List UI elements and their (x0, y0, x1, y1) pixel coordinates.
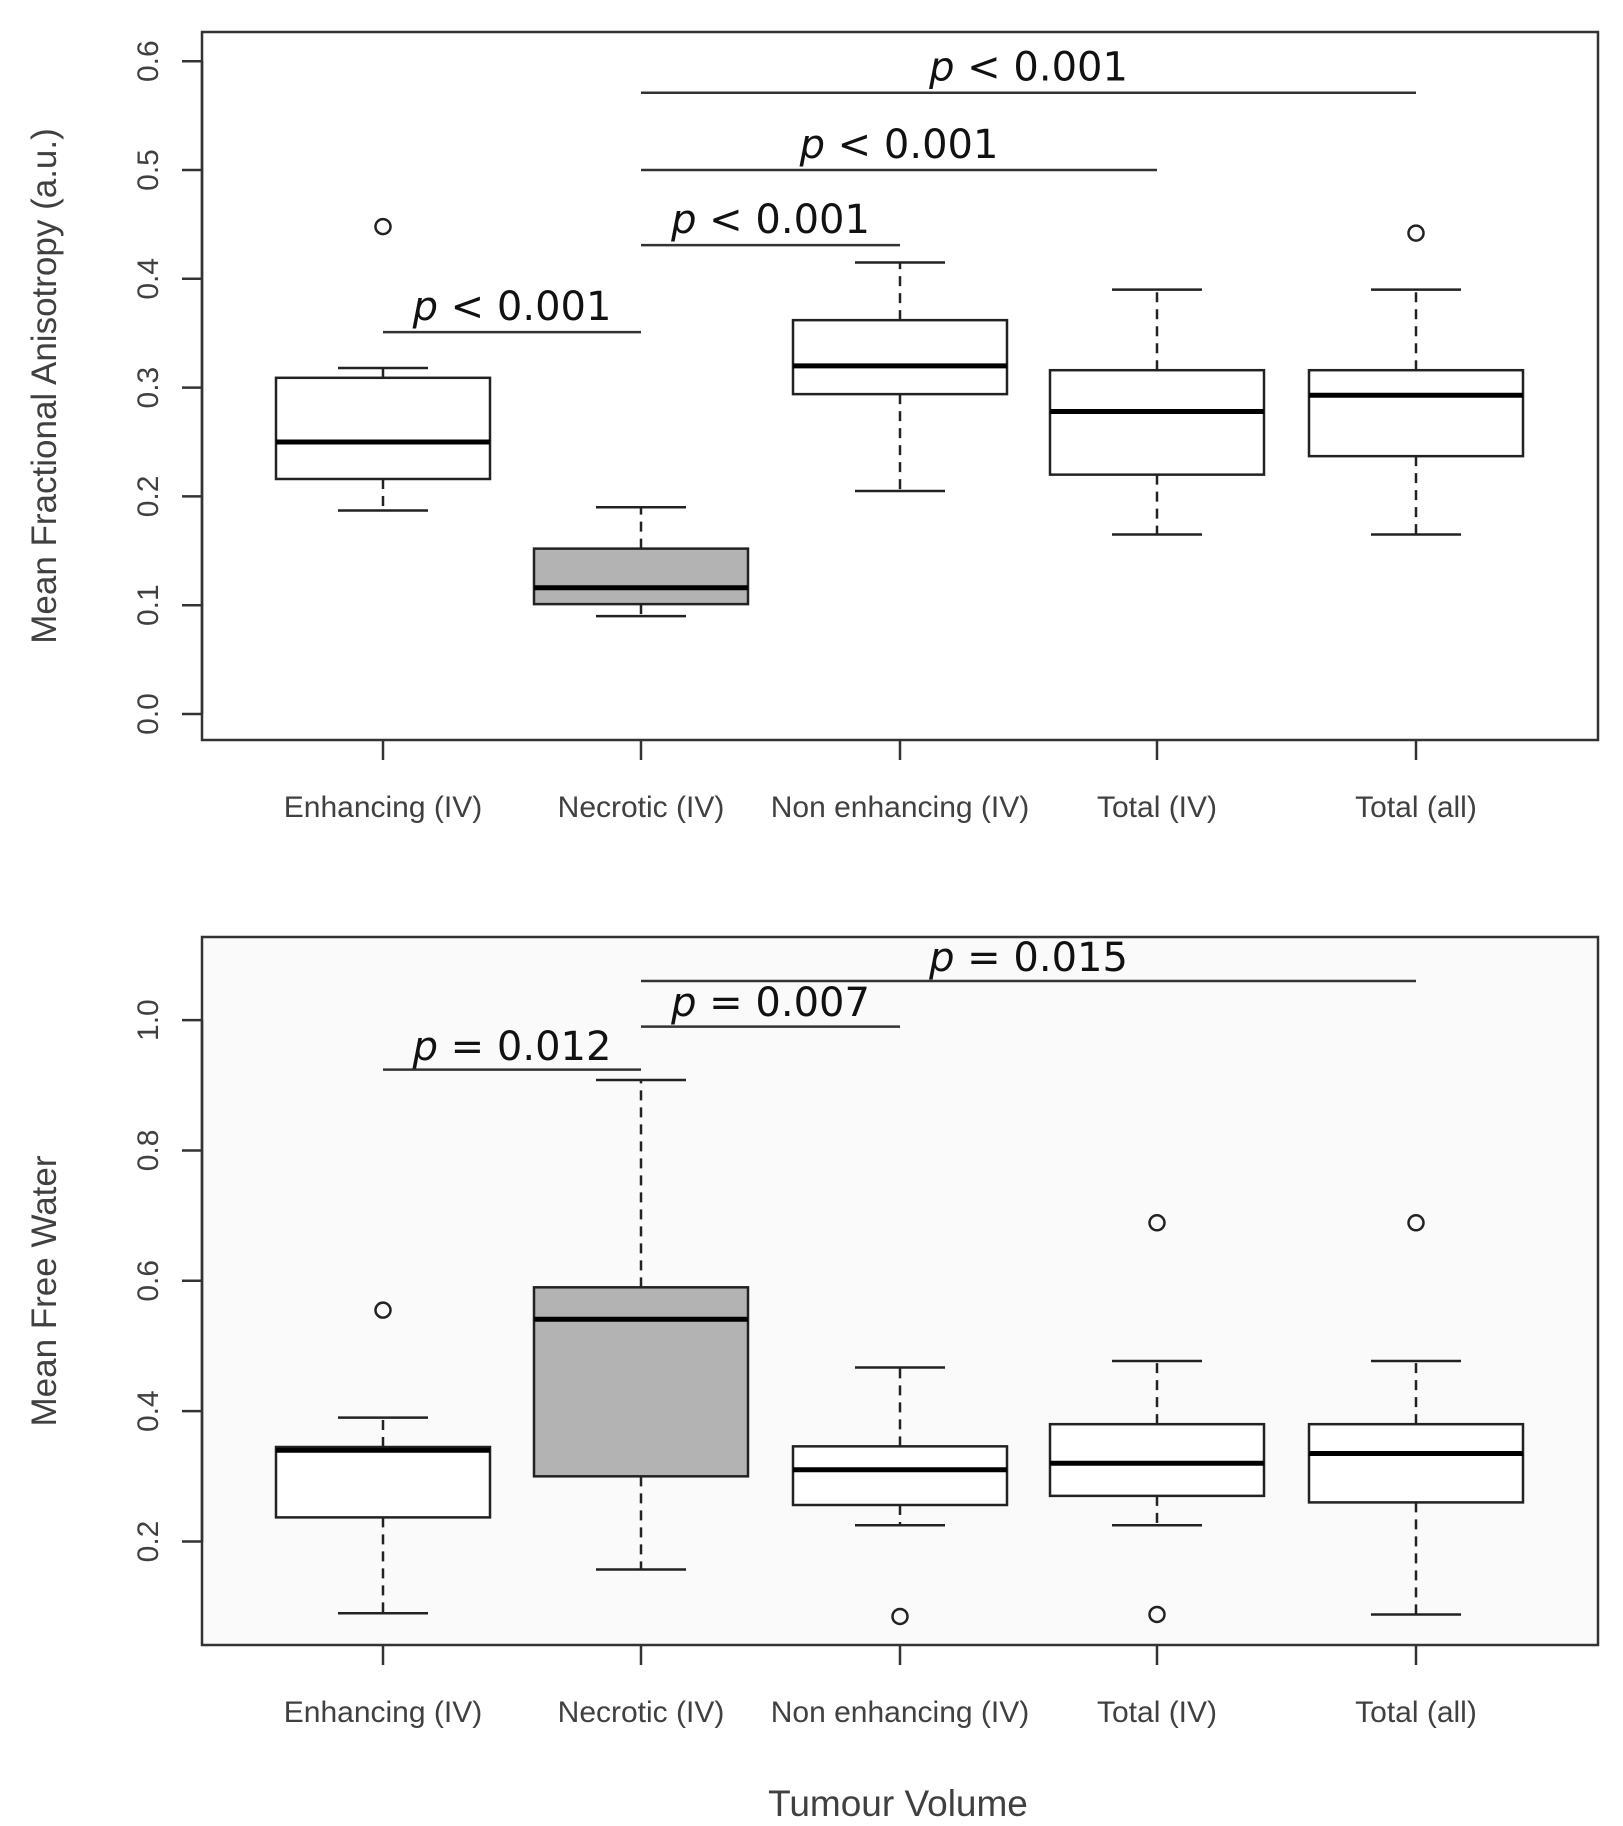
iqr-box (532, 547, 750, 606)
p-value-label: p < 0.001 (799, 122, 999, 168)
y-tick-label: 0.6 (132, 40, 165, 82)
x-tick-label: Total (all) (1355, 791, 1477, 824)
iqr-box (791, 1445, 1009, 1507)
x-tick-label: Non enhancing (IV) (771, 1696, 1030, 1729)
outlier-point (374, 1301, 392, 1319)
outlier-point (1407, 224, 1425, 242)
x-tick-label: Enhancing (IV) (284, 1696, 482, 1729)
y-tick-label: 0.6 (132, 1260, 165, 1302)
iqr-box (1048, 368, 1266, 476)
y-tick-label: 0.2 (132, 1521, 165, 1563)
x-axis-title: Tumour Volume (768, 1783, 1028, 1824)
y-tick-label: 0.0 (132, 693, 165, 735)
p-value-label: p < 0.001 (928, 45, 1128, 91)
iqr-box (1307, 368, 1525, 458)
p-value-label: p < 0.001 (670, 197, 870, 243)
x-tick-label: Total (IV) (1097, 1696, 1217, 1729)
iqr-box (532, 1286, 750, 1478)
x-tick-label: Total (IV) (1097, 791, 1217, 824)
y-tick-label: 1.0 (132, 999, 165, 1041)
iqr-box (1048, 1422, 1266, 1498)
p-value-label: p = 0.007 (670, 980, 870, 1026)
y-tick-label: 0.2 (132, 476, 165, 518)
p-value-label: p = 0.015 (928, 935, 1128, 981)
y-tick-label: 0.4 (132, 258, 165, 300)
y-tick-label: 0.8 (132, 1130, 165, 1172)
outlier-point (374, 217, 392, 236)
y-tick-label: 0.3 (132, 367, 165, 409)
free-water-boxplot: 0.2 0.4 0.6 0.8 1.0 Mean Free Water Enhancing … (25, 935, 1600, 1729)
y-axis-title: Mean Free Water (25, 1155, 64, 1426)
y-tick-label: 0.1 (132, 584, 165, 626)
x-tick-label: Non enhancing (IV) (771, 791, 1030, 824)
iqr-box (1307, 1422, 1525, 1504)
outlier-point (1148, 1214, 1166, 1232)
outlier-point (1407, 1214, 1425, 1232)
y-tick-label: 0.5 (132, 149, 165, 191)
iqr-box (274, 1445, 492, 1519)
x-tick-label: Necrotic (IV) (558, 1696, 725, 1729)
iqr-box (274, 376, 492, 481)
p-value-label: p = 0.012 (412, 1024, 612, 1070)
x-tick-label: Necrotic (IV) (558, 791, 725, 824)
fractional-anisotropy-boxplot: 0.0 0.1 0.2 0.3 0.4 0.5 0.6 Mean Fractional Ani… (25, 30, 1600, 824)
outlier-point (1148, 1605, 1166, 1624)
x-tick-label: Total (all) (1355, 1696, 1477, 1729)
p-value-label: p < 0.001 (412, 284, 612, 330)
iqr-box (791, 318, 1009, 396)
outlier-point (891, 1607, 909, 1626)
x-tick-label: Enhancing (IV) (284, 791, 482, 824)
y-axis-title: Mean Fractional Anisotropy (a.u.) (25, 128, 64, 644)
plot-frame (200, 935, 1600, 1647)
y-tick-label: 0.4 (132, 1390, 165, 1432)
